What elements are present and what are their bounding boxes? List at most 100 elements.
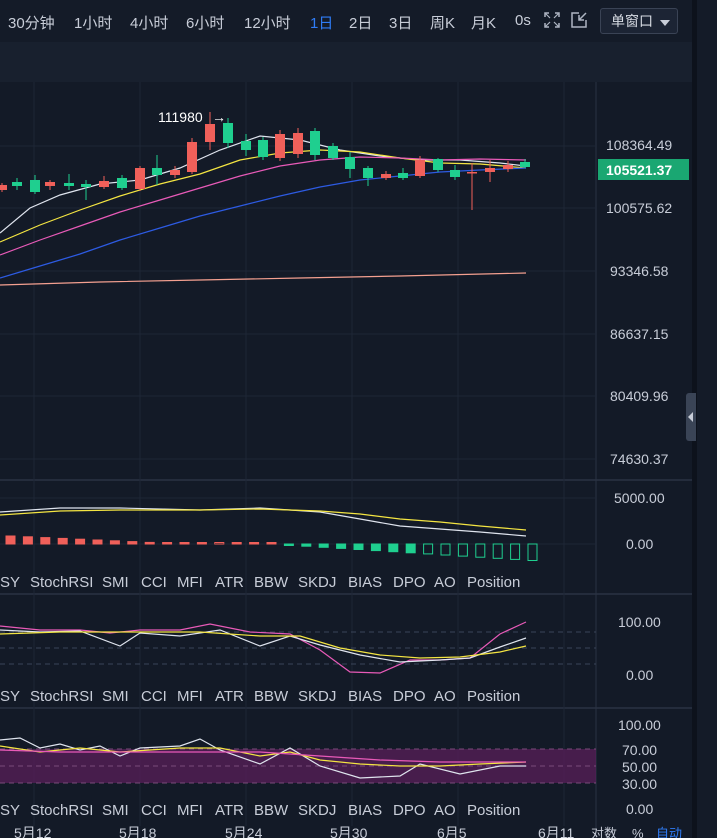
macd-bar xyxy=(336,543,347,549)
indicator-tab[interactable]: SY xyxy=(0,688,21,705)
candle-body xyxy=(520,162,530,167)
indicator-tab[interactable]: SMI xyxy=(102,802,129,819)
indicator-tab[interactable]: SY xyxy=(0,802,21,819)
indicator-tab[interactable]: ATR xyxy=(215,802,244,819)
indicator-tab[interactable]: SY xyxy=(0,574,21,591)
indicator-tab[interactable]: CCI xyxy=(141,574,167,591)
price-label: 108364.49 xyxy=(606,137,672,153)
macd-bar xyxy=(57,537,68,545)
indicator-tab[interactable]: StochRSI xyxy=(30,802,94,819)
indicator-tab[interactable]: BIAS xyxy=(348,574,383,591)
candle-body xyxy=(310,131,320,155)
indicator-tab[interactable]: DPO xyxy=(393,688,426,705)
candle-body xyxy=(81,184,91,187)
indicator-tab[interactable]: MFI xyxy=(177,688,203,705)
high-price-arrow-icon: → xyxy=(212,109,226,125)
macd-line-yellow xyxy=(0,508,527,531)
candle-body xyxy=(503,165,513,169)
indicator-tab[interactable]: BBW xyxy=(254,688,289,705)
indicator-tab[interactable]: AO xyxy=(434,802,456,819)
scale-percent-option[interactable]: % xyxy=(632,826,644,838)
timeframe-30m[interactable]: 30分钟 xyxy=(8,15,55,32)
indicator-tab[interactable]: BBW xyxy=(254,802,289,819)
indicator-tab[interactable]: Position xyxy=(467,688,521,705)
indicator-tab[interactable]: ATR xyxy=(215,688,244,705)
macd-bar xyxy=(423,543,434,555)
indicator-tab[interactable]: SKDJ xyxy=(298,574,337,591)
scale-auto-option[interactable]: 自动 xyxy=(656,826,682,838)
kdj-axis-label: 0.00 xyxy=(626,667,653,683)
indicator-tab[interactable]: CCI xyxy=(141,688,167,705)
timeframe-month[interactable]: 月K xyxy=(471,15,497,32)
date-label: 5月30 xyxy=(330,825,368,838)
indicator-tab[interactable]: Position xyxy=(467,574,521,591)
indicator-tab[interactable]: SMI xyxy=(102,688,129,705)
indicator-tab[interactable]: MFI xyxy=(177,574,203,591)
candle-body xyxy=(12,182,22,186)
exit-fullscreen-icon[interactable] xyxy=(570,11,588,29)
price-label: 80409.96 xyxy=(610,388,669,404)
timeframe-1h[interactable]: 1小时 xyxy=(74,15,113,32)
macd-bar xyxy=(405,543,416,554)
timeframe-seconds[interactable]: 0s xyxy=(515,12,531,29)
rsi-line-yellow xyxy=(0,745,527,767)
candle-body xyxy=(381,174,391,178)
indicator-tab[interactable]: ATR xyxy=(215,574,244,591)
macd-bar xyxy=(492,543,503,559)
macd-bar xyxy=(75,538,86,545)
indicator-tab[interactable]: SKDJ xyxy=(298,802,337,819)
date-label: 6月5 xyxy=(437,825,467,838)
timeframe-12h[interactable]: 12小时 xyxy=(244,15,291,32)
indicator-tabs-rsi: SY StochRSI SMI CCI MFI ATR BBW SKDJ BIA… xyxy=(0,802,600,824)
indicator-tab[interactable]: SKDJ xyxy=(298,688,337,705)
chart-area[interactable]: 111980 → 108364.49 105521.37 100575.62 9… xyxy=(0,82,692,838)
indicator-tab[interactable]: BIAS xyxy=(348,688,383,705)
current-price-label: 105521.37 xyxy=(606,162,672,178)
collapse-panel-icon[interactable] xyxy=(686,393,696,441)
indicator-tab[interactable]: BIAS xyxy=(348,802,383,819)
indicator-tab[interactable]: CCI xyxy=(141,802,167,819)
candle-body xyxy=(135,168,145,189)
timeframe-4h[interactable]: 4小时 xyxy=(130,15,169,32)
indicator-tab[interactable]: BBW xyxy=(254,574,289,591)
scale-log-option[interactable]: 对数 xyxy=(591,826,617,838)
macd-bar xyxy=(370,543,381,552)
expand-icon[interactable] xyxy=(543,11,561,29)
candle-body xyxy=(117,178,127,188)
indicator-tab[interactable]: StochRSI xyxy=(30,688,94,705)
candle-body xyxy=(241,141,251,150)
window-mode-select[interactable]: 单窗口 xyxy=(600,8,678,34)
rsi-axis-label: 70.00 xyxy=(622,742,657,758)
chart-canvas[interactable]: 111980 → 108364.49 105521.37 100575.62 9… xyxy=(0,82,692,838)
timeframe-3d[interactable]: 3日 xyxy=(389,15,413,32)
indicator-tabs-kdj: SY StochRSI SMI CCI MFI ATR BBW SKDJ BIA… xyxy=(0,688,600,710)
ma-line-salmon xyxy=(0,272,527,286)
candle-body xyxy=(398,173,408,178)
timeframe-toolbar: 30分钟 1小时 4小时 6小时 12小时 1日 2日 3日 周K 月K 0s … xyxy=(0,0,692,42)
indicator-tab[interactable]: MFI xyxy=(177,802,203,819)
indicator-tab[interactable]: DPO xyxy=(393,802,426,819)
candle-body xyxy=(328,146,338,158)
rsi-axis-label: 50.00 xyxy=(622,759,657,775)
candle-body xyxy=(223,123,233,143)
timeframe-2d[interactable]: 2日 xyxy=(349,15,373,32)
indicator-tabs-macd: SY StochRSI SMI CCI MFI ATR BBW SKDJ BIA… xyxy=(0,574,600,596)
indicator-tab[interactable]: AO xyxy=(434,574,456,591)
date-label: 5月12 xyxy=(14,825,52,838)
indicator-tab[interactable]: Position xyxy=(467,802,521,819)
macd-bar xyxy=(179,542,190,545)
timeframe-week[interactable]: 周K xyxy=(430,15,456,32)
timeframe-1d[interactable]: 1日 xyxy=(310,15,334,32)
macd-bar xyxy=(440,543,451,556)
indicator-tab[interactable]: SMI xyxy=(102,574,129,591)
macd-bar xyxy=(266,542,277,545)
indicator-tab[interactable]: AO xyxy=(434,688,456,705)
macd-bar xyxy=(214,542,225,545)
indicator-tab[interactable]: StochRSI xyxy=(30,574,94,591)
macd-bar xyxy=(301,543,312,547)
candle-body xyxy=(152,168,162,175)
macd-bar xyxy=(318,543,329,548)
candle-body xyxy=(450,170,460,177)
timeframe-6h[interactable]: 6小时 xyxy=(186,15,225,32)
indicator-tab[interactable]: DPO xyxy=(393,574,426,591)
